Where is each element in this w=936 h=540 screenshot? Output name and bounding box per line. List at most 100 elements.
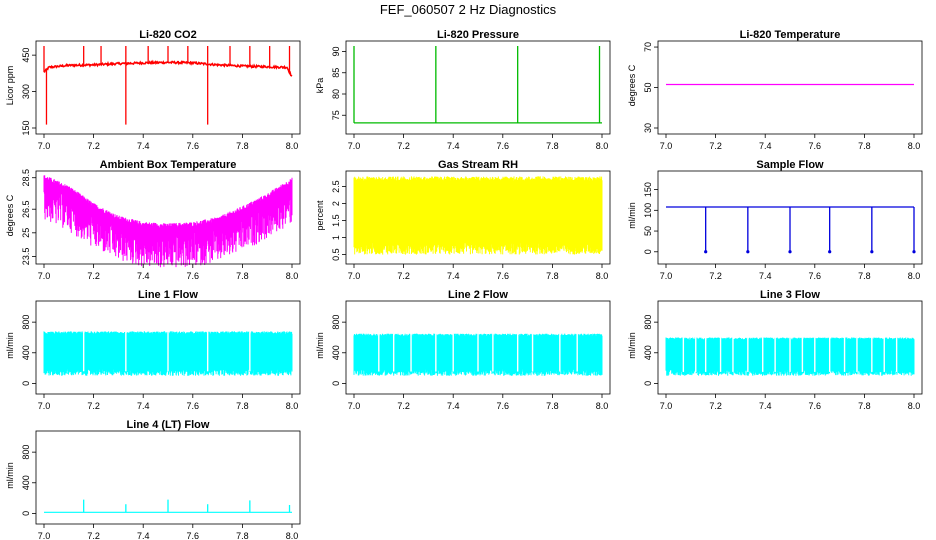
x-tick-label: 7.6 bbox=[809, 401, 822, 411]
y-tick-label: 800 bbox=[643, 315, 653, 330]
chart-panel: Line 4 (LT) Flow ml/min 7.0 7.2 7.4 7.6 7.8 8.0… bbox=[5, 419, 301, 540]
x-tick-label: 7.4 bbox=[137, 271, 150, 281]
plot-frame bbox=[35, 430, 301, 525]
y-tick-label: 800 bbox=[21, 445, 31, 460]
x-tick-label: 7.8 bbox=[858, 271, 871, 281]
data-point bbox=[912, 250, 916, 254]
y-tick-label: 300 bbox=[21, 84, 31, 99]
y-tick-label: 70 bbox=[643, 42, 653, 52]
y-tick-label: 0 bbox=[21, 511, 31, 516]
y-tick-label: 50 bbox=[643, 83, 653, 93]
data-band bbox=[43, 331, 293, 376]
x-tick-label: 7.0 bbox=[38, 531, 51, 540]
x-tick-label: 8.0 bbox=[908, 271, 921, 281]
x-tick-label: 7.0 bbox=[660, 141, 673, 151]
y-tick-label: 0 bbox=[643, 249, 653, 254]
y-tick-label: 75 bbox=[331, 110, 341, 120]
plot-frame bbox=[657, 300, 923, 395]
x-tick-label: 7.8 bbox=[546, 401, 559, 411]
y-tick-label: 26.5 bbox=[21, 200, 31, 218]
plot-frame bbox=[657, 40, 923, 135]
x-tick-label: 7.4 bbox=[759, 401, 772, 411]
x-tick-label: 8.0 bbox=[286, 531, 299, 540]
x-tick-label: 7.4 bbox=[137, 531, 150, 540]
x-tick-label: 7.8 bbox=[858, 401, 871, 411]
x-tick-label: 7.0 bbox=[348, 401, 361, 411]
chart-panel: Li-820 CO2 Licor ppm 7.0 7.2 7.4 7.6 7.8 8.0 150… bbox=[5, 29, 301, 151]
chart-title: Line 3 Flow bbox=[760, 289, 820, 301]
x-tick-label: 7.0 bbox=[38, 271, 51, 281]
y-tick-label: 0 bbox=[21, 381, 31, 386]
chart-title: Ambient Box Temperature bbox=[100, 159, 237, 171]
x-tick-label: 7.2 bbox=[397, 141, 410, 151]
y-tick-label: 150 bbox=[643, 182, 653, 197]
x-tick-label: 7.2 bbox=[87, 401, 100, 411]
y-axis-label: degrees C bbox=[5, 194, 15, 236]
y-axis-label: kPa bbox=[315, 78, 325, 94]
plot-frame bbox=[345, 170, 611, 265]
x-tick-label: 8.0 bbox=[908, 401, 921, 411]
y-axis-label: percent bbox=[315, 200, 325, 231]
y-tick-label: 400 bbox=[331, 345, 341, 360]
x-tick-label: 7.4 bbox=[137, 141, 150, 151]
x-tick-label: 7.2 bbox=[397, 401, 410, 411]
y-tick-label: 2.5 bbox=[331, 180, 341, 193]
x-tick-label: 7.2 bbox=[709, 271, 722, 281]
chart-title: Li-820 Temperature bbox=[740, 29, 841, 41]
x-tick-label: 7.8 bbox=[546, 141, 559, 151]
chart-title: Line 2 Flow bbox=[448, 289, 508, 301]
x-tick-label: 7.6 bbox=[809, 271, 822, 281]
y-tick-label: 0 bbox=[643, 381, 653, 386]
x-tick-label: 8.0 bbox=[596, 271, 609, 281]
y-tick-label: 2 bbox=[331, 201, 341, 206]
x-tick-label: 7.2 bbox=[709, 141, 722, 151]
x-tick-label: 7.8 bbox=[546, 271, 559, 281]
y-axis-label: ml/min bbox=[5, 332, 15, 359]
y-tick-label: 400 bbox=[21, 475, 31, 490]
y-tick-label: 800 bbox=[21, 315, 31, 330]
chart-title: Sample Flow bbox=[756, 159, 824, 171]
y-tick-label: 400 bbox=[643, 345, 653, 360]
data-band bbox=[353, 333, 603, 376]
x-tick-label: 7.6 bbox=[809, 141, 822, 151]
x-tick-label: 7.0 bbox=[348, 141, 361, 151]
data-band bbox=[353, 176, 603, 255]
x-tick-label: 7.2 bbox=[87, 531, 100, 540]
y-axis-label: degrees C bbox=[627, 64, 637, 106]
y-tick-label: 23.5 bbox=[21, 248, 31, 266]
x-tick-label: 8.0 bbox=[286, 401, 299, 411]
x-tick-label: 7.4 bbox=[759, 271, 772, 281]
data-point bbox=[704, 250, 708, 254]
y-tick-label: 85 bbox=[331, 68, 341, 78]
x-tick-label: 8.0 bbox=[286, 271, 299, 281]
x-tick-label: 7.6 bbox=[187, 401, 200, 411]
x-tick-label: 7.2 bbox=[709, 401, 722, 411]
chart-panel: Line 3 Flow ml/min 7.0 7.2 7.4 7.6 7.8 8.0 0 400 8… bbox=[627, 289, 923, 411]
plot-frame bbox=[345, 40, 611, 135]
x-tick-label: 8.0 bbox=[286, 141, 299, 151]
x-tick-label: 7.6 bbox=[497, 271, 510, 281]
y-tick-label: 400 bbox=[21, 345, 31, 360]
x-tick-label: 7.4 bbox=[447, 271, 460, 281]
page-title: FEF_060507 2 Hz Diagnostics bbox=[379, 2, 557, 17]
x-tick-label: 7.4 bbox=[759, 141, 772, 151]
chart-title: Line 1 Flow bbox=[138, 289, 198, 301]
x-tick-label: 7.8 bbox=[236, 271, 249, 281]
y-axis-label: ml/min bbox=[315, 332, 325, 359]
y-axis-label: ml/min bbox=[627, 332, 637, 359]
chart-title: Gas Stream RH bbox=[438, 159, 518, 171]
x-tick-label: 7.4 bbox=[447, 141, 460, 151]
x-tick-label: 7.2 bbox=[397, 271, 410, 281]
chart-panel: Ambient Box Temperature degrees C 7.0 7.2 7.… bbox=[5, 159, 301, 281]
plot-frame bbox=[35, 300, 301, 395]
chart-panel: Line 2 Flow ml/min 7.0 7.2 7.4 7.6 7.8 8.0 0 400 8… bbox=[315, 289, 611, 411]
x-tick-label: 7.4 bbox=[137, 401, 150, 411]
plot-frame bbox=[35, 170, 301, 265]
y-tick-label: 0 bbox=[331, 381, 341, 386]
y-tick-label: 1 bbox=[331, 235, 341, 240]
x-tick-label: 7.6 bbox=[187, 531, 200, 540]
y-tick-label: 150 bbox=[21, 120, 31, 135]
data-series bbox=[43, 59, 293, 77]
y-tick-label: 25 bbox=[21, 228, 31, 238]
